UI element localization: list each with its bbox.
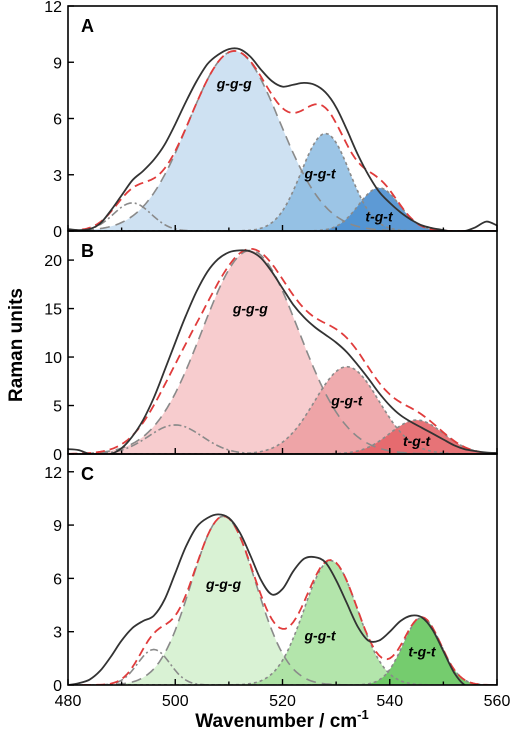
x-tick-label: 480 [55, 693, 82, 710]
band-outline-shoulder [68, 202, 497, 231]
fit-sum-line [68, 515, 497, 685]
y-tick-label: 15 [44, 302, 62, 319]
measured-spectrum-line [68, 47, 497, 231]
band-fill-g-g-g [68, 250, 497, 454]
band-label: t-g-t [403, 433, 432, 449]
y-tick-label: 0 [53, 678, 62, 695]
band-fill-t-g-t [68, 420, 497, 454]
plot-area [68, 513, 497, 685]
y-tick-label: 20 [44, 253, 62, 270]
x-tick-label: 560 [484, 693, 511, 710]
band-fill-g-g-g [68, 51, 497, 231]
fit-sum-line [68, 247, 497, 454]
x-tick-label: 520 [269, 693, 296, 710]
x-axis-title-main: Wavenumber / cm [195, 711, 357, 732]
x-tick-label: 500 [162, 693, 189, 710]
y-tick-label: 9 [53, 55, 62, 72]
band-label: g-g-t [303, 628, 336, 644]
panel-letter: C [81, 464, 94, 484]
band-fill-g-g-g [68, 516, 497, 685]
band-fill-g-g-t [68, 133, 497, 231]
panel-letter: A [81, 16, 94, 36]
x-tick-label: 540 [376, 693, 403, 710]
band-outline-g-g-g [68, 50, 497, 231]
y-tick-label: 5 [53, 399, 62, 416]
band-label: g-g-g [216, 76, 252, 92]
band-label: g-g-t [303, 166, 336, 182]
band-label: t-g-t [365, 209, 394, 225]
y-tick-label: 12 [44, 465, 62, 482]
band-fill-g-g-t [68, 366, 497, 454]
band-fill-t-g-t [68, 187, 497, 231]
panel-b: 0 5 10 15 20 Bg-g-g g-g-t t-g-t [44, 230, 498, 464]
band-label: g-g-g [232, 300, 268, 316]
y-tick-label: 10 [44, 350, 62, 367]
band-fill-t-g-t [68, 617, 497, 685]
band-outline-t-g-t [68, 187, 497, 231]
band-outline-g-g-g [68, 515, 497, 685]
band-label: g-g-t [330, 393, 363, 409]
band-outline-t-g-t [68, 419, 497, 454]
band-outline-shoulder [68, 648, 497, 685]
y-tick-label: 3 [53, 168, 62, 185]
y-tick-label: 12 [44, 0, 62, 16]
y-tick-label: 9 [53, 518, 62, 535]
panel-a: 0 3 6 9 12 Ag-g-g g-g-t t-g-t [44, 0, 498, 241]
y-tick-label: 6 [53, 112, 62, 129]
y-tick-label: 0 [53, 447, 62, 464]
measured-spectrum-line [68, 249, 497, 454]
panel-letter: B [81, 241, 94, 261]
y-tick-label: 0 [53, 224, 62, 241]
x-axis-title: Wavenumber / cm-1 [195, 707, 368, 732]
panels-group: 0 3 6 9 12 Ag-g-g g-g-t t-g-t 0 5 10 15 20 Bg-g-g g-g-… [44, 0, 510, 710]
band-outline-g-g-t [68, 365, 497, 454]
plot-area [68, 247, 497, 454]
band-label: g-g-g [205, 576, 241, 592]
x-axis-title-superscript: -1 [357, 707, 369, 722]
panel-c: 0 3 6 9 12 Cg-g-g g-g-t t-g-t [44, 453, 498, 695]
band-label: t-g-t [408, 644, 437, 660]
plot-area [68, 47, 497, 231]
y-tick-label: 6 [53, 571, 62, 588]
y-tick-label: 3 [53, 625, 62, 642]
fit-sum-line [68, 49, 497, 231]
measured-spectrum-line [68, 513, 497, 685]
y-axis-title: Raman units [6, 288, 27, 402]
